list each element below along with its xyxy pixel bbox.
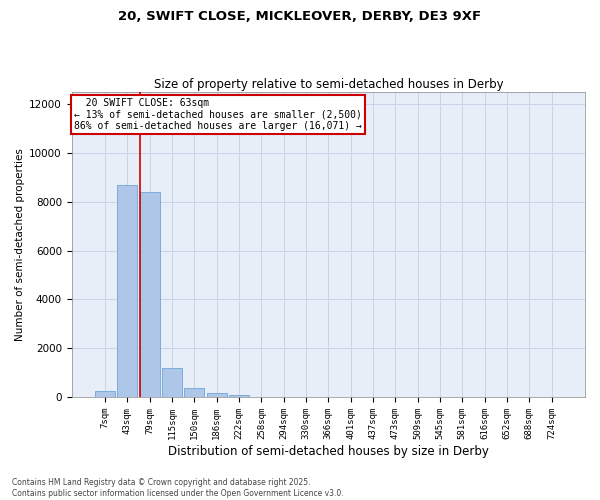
Bar <box>95 391 115 397</box>
Text: 20, SWIFT CLOSE, MICKLEOVER, DERBY, DE3 9XF: 20, SWIFT CLOSE, MICKLEOVER, DERBY, DE3 … <box>118 10 482 23</box>
Bar <box>229 395 249 397</box>
Bar <box>184 388 205 397</box>
Title: Size of property relative to semi-detached houses in Derby: Size of property relative to semi-detach… <box>154 78 503 91</box>
Bar <box>162 368 182 397</box>
Bar <box>140 192 160 397</box>
Y-axis label: Number of semi-detached properties: Number of semi-detached properties <box>15 148 25 341</box>
Bar <box>206 394 227 397</box>
Text: 20 SWIFT CLOSE: 63sqm
← 13% of semi-detached houses are smaller (2,500)
86% of s: 20 SWIFT CLOSE: 63sqm ← 13% of semi-deta… <box>74 98 362 132</box>
Bar <box>118 185 137 397</box>
Text: Contains HM Land Registry data © Crown copyright and database right 2025.
Contai: Contains HM Land Registry data © Crown c… <box>12 478 344 498</box>
X-axis label: Distribution of semi-detached houses by size in Derby: Distribution of semi-detached houses by … <box>168 444 489 458</box>
